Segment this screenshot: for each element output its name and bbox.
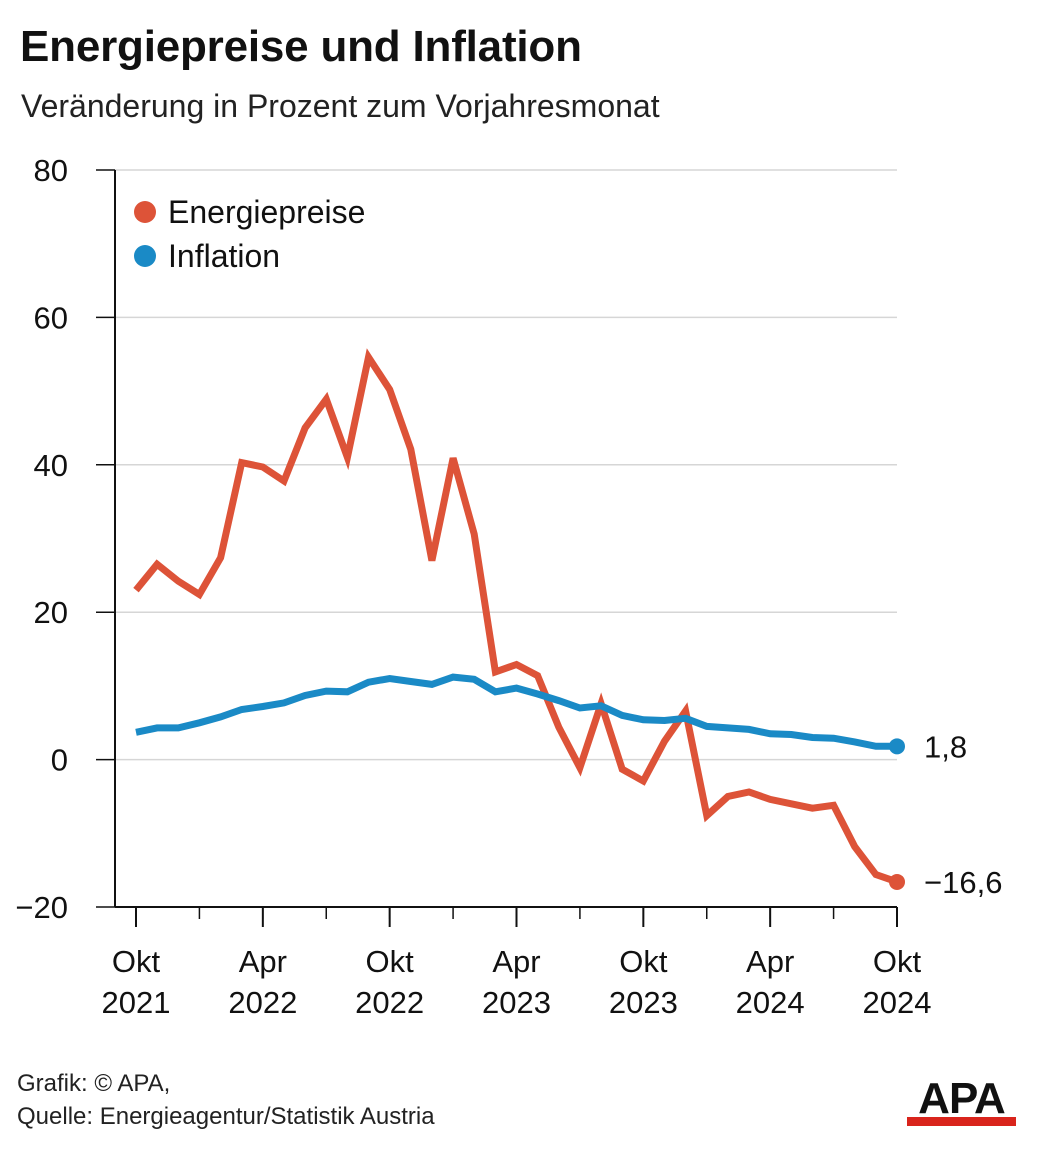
x-tick-label-month: Okt [366, 944, 415, 979]
footer-source: Quelle: Energieagentur/Statistik Austria [17, 1103, 435, 1130]
svg-text:APA: APA [918, 1075, 1005, 1123]
chart-subtitle: Veränderung in Prozent zum Vorjahresmona… [21, 88, 660, 124]
line-chart: −20 0 20 40 60 80 Okt 2021 Apr 2022 Okt 2022 Apr 202… [15, 153, 1002, 1020]
grid-lines [115, 169, 897, 761]
end-point-energiepreise [889, 873, 905, 890]
x-tick-label-year: 2021 [102, 985, 171, 1020]
x-tick-label-year: 2023 [482, 985, 551, 1020]
series-lines [133, 348, 899, 886]
x-tick-label-year: 2024 [863, 985, 932, 1020]
footer-credit: Grafik: © APA, [17, 1070, 171, 1097]
y-tick-label: 0 [51, 743, 68, 778]
end-value-label-energiepreise: −16,6 [924, 865, 1002, 900]
axes [114, 170, 897, 908]
series-line-energiepreise [133, 348, 899, 886]
y-tick-label: 60 [34, 300, 68, 335]
x-tick-label-year: 2024 [736, 985, 805, 1020]
x-tick-label-month: Okt [873, 944, 922, 979]
y-tick-label: 40 [34, 448, 68, 483]
y-tick-label: 20 [34, 595, 68, 630]
y-tick-label: 80 [34, 153, 68, 188]
x-tick-label-year: 2023 [609, 985, 678, 1020]
y-axis-ticks: −20 0 20 40 60 80 [15, 153, 115, 925]
x-tick-label-month: Apr [492, 944, 540, 979]
legend-label-energiepreise: Energiepreise [168, 194, 365, 230]
legend-marker-inflation [134, 245, 156, 267]
end-point-inflation [889, 738, 905, 755]
x-tick-label-month: Apr [746, 944, 794, 979]
end-value-label-inflation: 1,8 [924, 729, 967, 764]
legend-label-inflation: Inflation [168, 238, 280, 274]
chart-title: Energiepreise und Inflation [20, 22, 582, 71]
legend: Energiepreise Inflation [134, 194, 365, 274]
x-axis-ticks: Okt 2021 Apr 2022 Okt 2022 Apr 2023 Okt 2023 Apr 20… [102, 907, 932, 1020]
x-tick-label-year: 2022 [228, 985, 297, 1020]
end-labels: −16,6 1,8 [889, 729, 1002, 900]
legend-marker-energiepreise [134, 201, 156, 223]
x-tick-label-year: 2022 [355, 985, 424, 1020]
apa-logo: APA [907, 1075, 1016, 1126]
x-tick-label-month: Okt [112, 944, 161, 979]
y-tick-label: −20 [15, 890, 68, 925]
x-tick-label-month: Okt [619, 944, 668, 979]
x-tick-label-month: Apr [239, 944, 287, 979]
series-line-inflation [135, 673, 897, 750]
